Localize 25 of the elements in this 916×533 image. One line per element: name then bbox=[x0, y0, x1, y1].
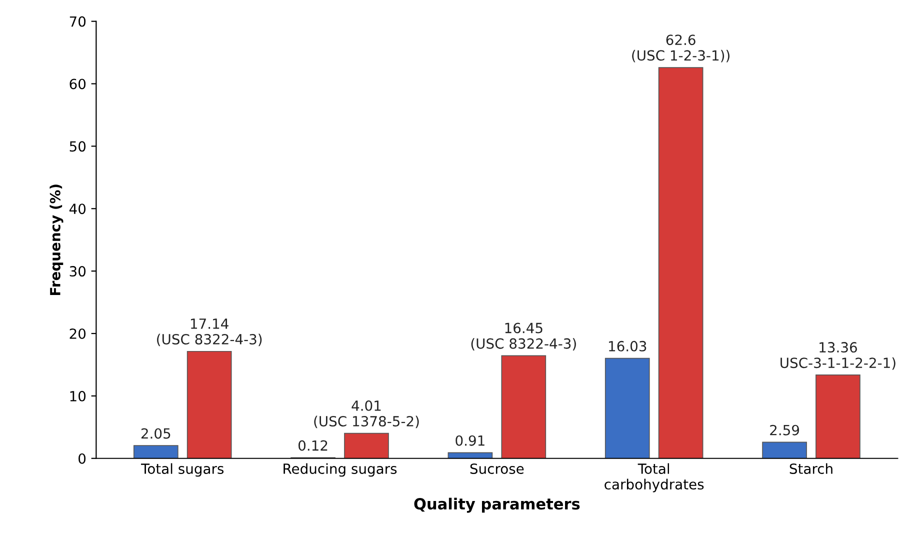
data-label: 2.59 bbox=[770, 424, 800, 436]
x-tick-label: Total sugars bbox=[140, 463, 224, 477]
data-label: 62.6 (USC 1-2-3-1)) bbox=[632, 34, 730, 62]
data-label: 4.01 (USC 1378-5-2) bbox=[314, 400, 419, 428]
data-label: 16.03 bbox=[609, 340, 646, 352]
y-tick-label: 60 bbox=[70, 78, 86, 90]
y-tick-label: 30 bbox=[70, 266, 86, 277]
x-axis-title: Quality parameters bbox=[414, 498, 580, 513]
y-tick-label: 70 bbox=[70, 16, 86, 27]
x-tick-label: Total carbohydrates bbox=[604, 463, 704, 492]
y-tick-label: 10 bbox=[70, 390, 86, 402]
x-tick-label: Sucrose bbox=[470, 463, 524, 474]
y-tick-label: 20 bbox=[70, 328, 86, 339]
data-label: 13.36 USC-3-1-1-2-2-1) bbox=[780, 342, 896, 370]
data-label: 2.05 bbox=[141, 428, 170, 439]
y-tick-label: 50 bbox=[70, 141, 86, 152]
data-label: 17.14 (USC 8322-4-3) bbox=[157, 318, 262, 346]
y-tick-label: 0 bbox=[78, 453, 86, 464]
x-tick-label: Starch bbox=[790, 463, 832, 474]
y-axis-title: Frequency (%) bbox=[50, 184, 64, 295]
x-tick-label: Reducing sugars bbox=[284, 463, 397, 477]
data-label: 0.91 bbox=[456, 435, 484, 446]
y-tick-label: 40 bbox=[69, 204, 86, 214]
data-label: 16.45 (USC 8322-4-3) bbox=[471, 322, 576, 350]
data-label: 0.12 bbox=[298, 440, 328, 451]
